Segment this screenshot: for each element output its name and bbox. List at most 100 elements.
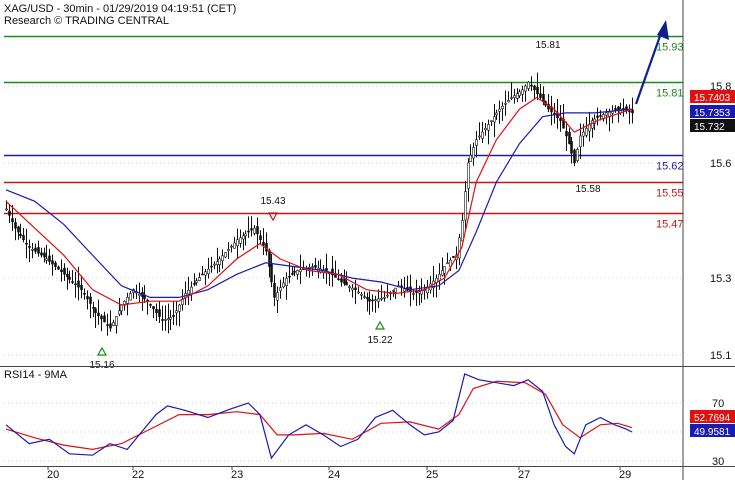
candle-body xyxy=(570,141,573,154)
price-candles xyxy=(5,72,634,336)
candle-body xyxy=(54,262,57,267)
candle-body xyxy=(530,84,533,87)
main-grid xyxy=(4,85,683,356)
candle-body xyxy=(469,154,472,162)
candle-body xyxy=(507,100,510,103)
candle-body xyxy=(490,120,493,122)
candle-body xyxy=(34,247,37,252)
candle-body xyxy=(256,226,259,235)
candle-body xyxy=(357,291,360,294)
candle-body xyxy=(250,228,253,231)
candle-body xyxy=(172,315,175,317)
candle-body xyxy=(161,319,164,321)
candle-body xyxy=(539,93,542,98)
candle-body xyxy=(43,252,46,258)
candle-body xyxy=(481,131,484,139)
candle-body xyxy=(17,226,20,233)
candle-body xyxy=(582,131,585,137)
candle-body xyxy=(126,297,129,304)
candle-body xyxy=(464,191,467,221)
candle-body xyxy=(518,91,521,96)
candle-body xyxy=(596,115,599,118)
candle-body xyxy=(334,274,337,278)
annotation-label: 15.43 xyxy=(260,196,285,207)
candle-body xyxy=(247,230,250,233)
candle-body xyxy=(279,287,282,291)
y-tick-label: 15.1 xyxy=(710,350,731,362)
candle-body xyxy=(576,149,579,161)
candle-body xyxy=(527,81,530,89)
candle-body xyxy=(80,284,83,290)
candle-body xyxy=(5,208,8,211)
candle-body xyxy=(201,273,204,276)
candle-body xyxy=(386,294,389,297)
candle-body xyxy=(68,276,71,280)
candle-body xyxy=(354,287,357,290)
candle-body xyxy=(628,110,631,113)
candle-body xyxy=(348,286,351,288)
candle-body xyxy=(403,288,406,292)
level-lines: 15.93 15.81 15.62 15.55 15.47 xyxy=(4,35,684,231)
projection-arrowhead xyxy=(657,20,669,40)
candle-body xyxy=(282,282,285,288)
rsi-badge-label: 52.7694 xyxy=(694,413,731,424)
candle-body xyxy=(71,281,74,283)
candle-body xyxy=(187,290,190,295)
candle-body xyxy=(94,308,97,314)
candle-body xyxy=(371,299,374,302)
candle-body xyxy=(11,218,14,223)
candle-body xyxy=(568,131,571,144)
y-tick-label: 15.3 xyxy=(710,273,731,285)
candle-body xyxy=(438,273,441,281)
candle-body xyxy=(331,268,334,276)
candle-body xyxy=(109,323,112,329)
candle-body xyxy=(368,298,371,302)
candle-body xyxy=(446,262,449,265)
rsi-badge-label: 49.9581 xyxy=(694,427,731,438)
candle-body xyxy=(325,268,328,271)
candle-body xyxy=(204,271,207,276)
candle-body xyxy=(605,112,608,116)
candle-body xyxy=(599,115,602,117)
price-badge-label: 15.732 xyxy=(694,122,725,133)
candle-body xyxy=(516,93,519,99)
x-tick-label: 29 xyxy=(619,469,631,480)
chart-subtitle: Research © TRADING CENTRAL xyxy=(4,15,169,27)
candle-body xyxy=(374,299,377,302)
candle-body xyxy=(28,246,31,248)
candle-body xyxy=(112,322,115,326)
candle-body xyxy=(296,270,299,275)
rsi-ma-line xyxy=(5,380,633,451)
candle-body xyxy=(8,210,11,216)
candle-body xyxy=(363,296,366,298)
candle-body xyxy=(559,118,562,121)
ma-fast-line xyxy=(5,96,633,306)
candle-body xyxy=(19,233,22,237)
annotation-label: 15.81 xyxy=(535,40,560,51)
candle-body xyxy=(175,310,178,314)
candle-body xyxy=(221,255,224,262)
candle-body xyxy=(239,237,242,244)
candle-body xyxy=(253,227,256,234)
price-badge xyxy=(690,90,735,103)
candle-body xyxy=(475,139,478,146)
candle-body xyxy=(458,237,461,259)
rsi-lines xyxy=(5,373,633,460)
up-triangle-marker xyxy=(96,346,108,356)
candle-body xyxy=(213,263,216,266)
candle-body xyxy=(573,149,576,164)
candle-body xyxy=(138,293,141,297)
level-label: 15.47 xyxy=(656,219,684,231)
price-badge xyxy=(690,105,735,118)
level-label: 15.81 xyxy=(656,88,684,100)
candle-body xyxy=(536,86,539,94)
candle-body xyxy=(299,269,302,272)
candle-body xyxy=(293,271,296,273)
candle-body xyxy=(377,298,380,302)
x-tick-label: 23 xyxy=(231,469,243,480)
candle-body xyxy=(100,315,103,320)
candle-body xyxy=(533,85,536,91)
candle-body xyxy=(97,312,100,317)
candle-body xyxy=(193,283,196,285)
